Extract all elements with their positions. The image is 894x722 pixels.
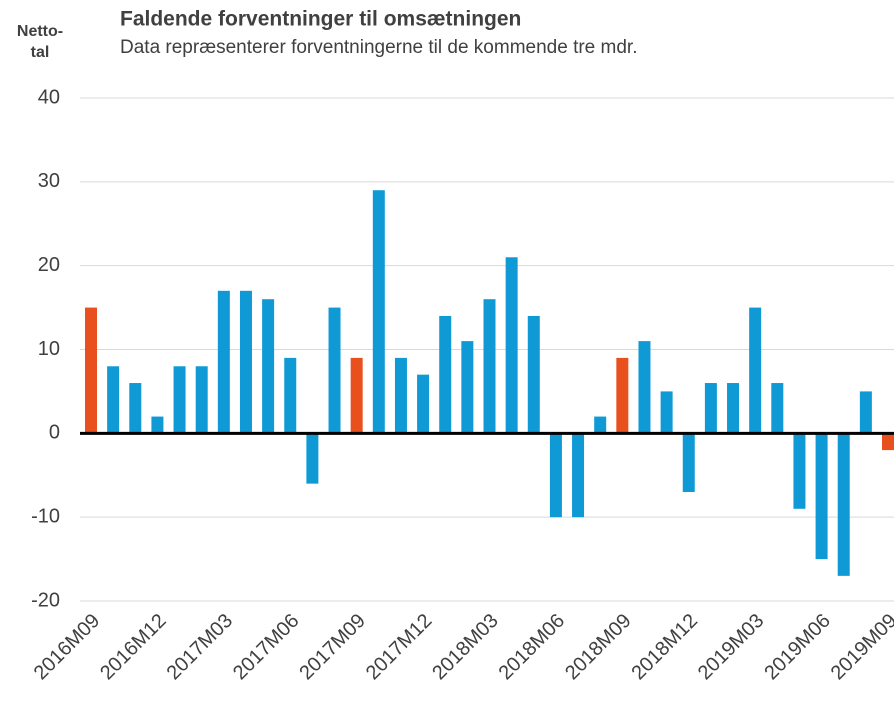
- bar: [173, 366, 186, 434]
- chart-title: Faldende forventninger til omsætningen: [120, 8, 521, 31]
- y-tick-label: 10: [38, 338, 60, 360]
- bar: [859, 391, 872, 434]
- bar: [217, 290, 230, 434]
- bar: [262, 299, 275, 434]
- x-tick-label: 2016M12: [96, 610, 171, 685]
- bar: [793, 433, 806, 509]
- x-tick-label: 2018M09: [561, 610, 636, 685]
- y-tick-label: -20: [31, 589, 60, 611]
- bar: [284, 357, 297, 434]
- x-tick-label: 2018M12: [627, 610, 702, 685]
- x-tick-label: 2016M09: [30, 610, 105, 685]
- y-tick-label: 0: [49, 422, 60, 444]
- bar: [594, 416, 607, 434]
- bar: [660, 391, 673, 434]
- y-tick-label: 30: [38, 170, 60, 192]
- x-tick-label: 2017M06: [229, 610, 304, 685]
- bar: [394, 357, 407, 434]
- bar: [239, 290, 252, 434]
- y-axis-label: tal: [31, 44, 50, 61]
- bar: [129, 383, 142, 434]
- bar: [638, 341, 651, 434]
- bar: [682, 433, 695, 493]
- x-tick-label: 2019M09: [827, 610, 894, 685]
- bar: [505, 257, 518, 434]
- x-tick-label: 2019M06: [760, 610, 835, 685]
- bar: [461, 341, 474, 434]
- bar: [350, 357, 363, 434]
- y-tick-label: 20: [38, 254, 60, 276]
- bar: [85, 307, 97, 434]
- bar: [107, 366, 120, 434]
- bar: [704, 383, 717, 434]
- x-tick-label: 2017M09: [295, 610, 370, 685]
- bar: [306, 433, 319, 484]
- bar: [527, 315, 540, 434]
- bar: [616, 357, 629, 434]
- x-tick-label: 2019M03: [694, 610, 769, 685]
- bar: [372, 190, 385, 434]
- bar: [727, 383, 740, 434]
- bar: [483, 299, 496, 434]
- bar: [328, 307, 341, 434]
- bar: [549, 433, 562, 518]
- x-tick-label: 2018M06: [495, 610, 570, 685]
- bar: [882, 433, 894, 451]
- bar: [815, 433, 828, 560]
- bar: [195, 366, 208, 434]
- y-axis-label: Netto-: [17, 23, 63, 40]
- y-tick-label: -10: [31, 505, 60, 527]
- bar: [837, 433, 850, 576]
- x-tick-label: 2017M03: [163, 610, 238, 685]
- bar: [771, 383, 784, 434]
- bar: [417, 374, 430, 434]
- bar: [749, 307, 762, 434]
- x-tick-label: 2018M03: [428, 610, 503, 685]
- y-tick-label: 40: [38, 86, 60, 108]
- chart-subtitle: Data repræsenterer forventningerne til d…: [120, 37, 637, 58]
- bar: [572, 433, 585, 518]
- bar: [151, 416, 164, 434]
- bar: [439, 315, 452, 434]
- x-tick-label: 2017M12: [362, 610, 437, 685]
